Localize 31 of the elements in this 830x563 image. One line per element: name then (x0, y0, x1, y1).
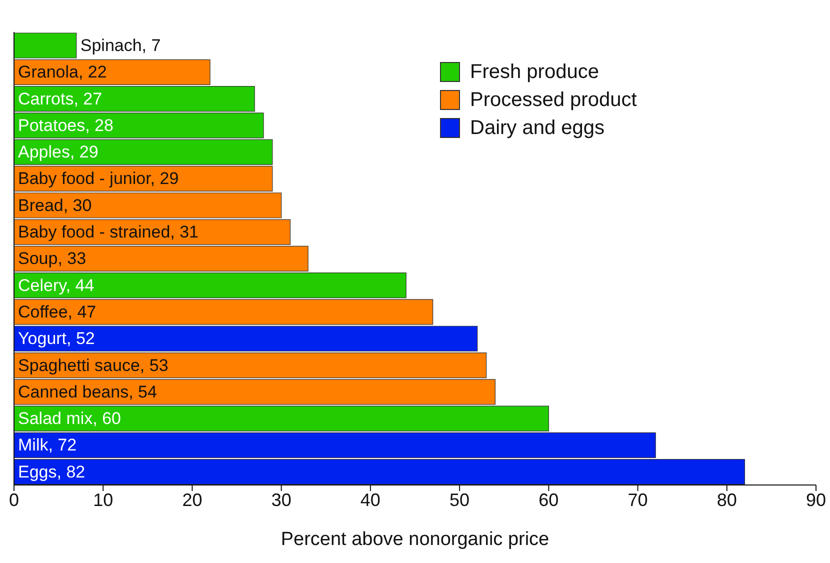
data-label: Bread, 30 (18, 196, 92, 215)
x-tick-label: 70 (628, 490, 648, 510)
x-tick-label: 80 (716, 490, 737, 510)
x-tick-label: 30 (271, 490, 292, 510)
data-label: Yogurt, 52 (18, 329, 95, 348)
data-label: Milk, 72 (18, 436, 77, 455)
x-axis-title: Percent above nonorganic price (280, 529, 550, 550)
data-label: Baby food - junior, 29 (18, 169, 179, 188)
data-label: Canned beans, 54 (18, 382, 157, 402)
data-label: Spinach, 7 (80, 36, 161, 55)
data-label: Baby food - strained, 31 (18, 222, 199, 242)
data-label: Spaghetti sauce, 53 (18, 356, 168, 375)
data-label: Celery, 44 (18, 276, 94, 295)
x-tick-label: 60 (538, 490, 559, 510)
x-tick-label: 0 (8, 490, 20, 510)
data-label: Salad mix, 60 (18, 409, 121, 428)
legend-label: Fresh produce (470, 60, 599, 85)
data-label: Coffee, 47 (18, 302, 96, 322)
x-tick-label: 20 (182, 490, 202, 510)
data-label: Soup, 33 (18, 249, 86, 268)
data-label: Potatoes, 28 (18, 116, 114, 135)
data-label: Carrots, 27 (18, 89, 102, 108)
x-tick-label: 50 (450, 490, 470, 510)
data-label: Apples, 29 (18, 142, 98, 162)
legend-label: Dairy and eggs (470, 116, 605, 141)
x-tick-label: 90 (806, 490, 826, 510)
x-tick-label: 10 (93, 490, 114, 510)
legend-label: Processed product (470, 88, 637, 113)
data-label: Granola, 22 (18, 62, 107, 82)
x-tick-label: 40 (360, 490, 380, 510)
data-label: Eggs, 82 (18, 462, 86, 482)
